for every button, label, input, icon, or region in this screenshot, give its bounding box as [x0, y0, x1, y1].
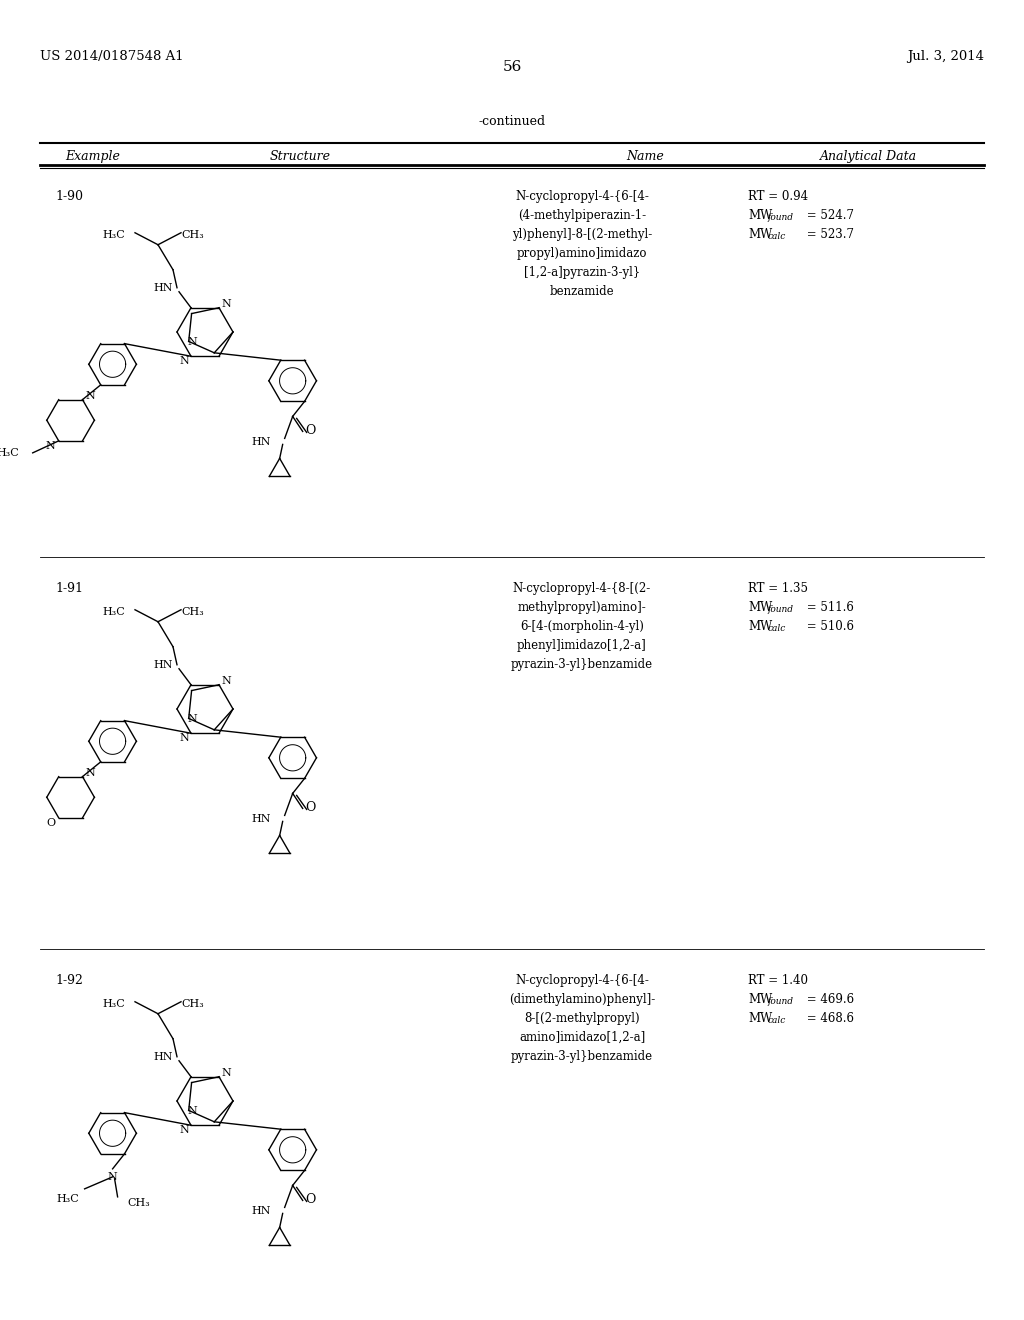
- Text: Jul. 3, 2014: Jul. 3, 2014: [907, 50, 984, 63]
- Text: N: N: [108, 1172, 118, 1181]
- Text: US 2014/0187548 A1: US 2014/0187548 A1: [40, 50, 183, 63]
- Text: HN: HN: [154, 282, 173, 293]
- Text: methylpropyl)amino]-: methylpropyl)amino]-: [517, 601, 646, 614]
- Text: propyl)amino]imidazo: propyl)amino]imidazo: [517, 247, 647, 260]
- Text: found: found: [768, 605, 794, 614]
- Text: H₃C: H₃C: [102, 230, 125, 240]
- Text: O: O: [46, 818, 55, 828]
- Text: N: N: [46, 441, 55, 451]
- Text: N: N: [221, 1068, 230, 1077]
- Text: HN: HN: [251, 1206, 270, 1217]
- Text: Example: Example: [65, 150, 120, 162]
- Text: Structure: Structure: [269, 150, 331, 162]
- Text: O: O: [305, 801, 315, 814]
- Text: amino]imidazo[1,2-a]: amino]imidazo[1,2-a]: [519, 1031, 645, 1044]
- Text: pyrazin-3-yl}benzamide: pyrazin-3-yl}benzamide: [511, 1049, 653, 1063]
- Text: N-cyclopropyl-4-{8-[(2-: N-cyclopropyl-4-{8-[(2-: [513, 582, 651, 595]
- Text: N: N: [187, 1106, 198, 1117]
- Text: N: N: [86, 391, 95, 401]
- Text: pyrazin-3-yl}benzamide: pyrazin-3-yl}benzamide: [511, 657, 653, 671]
- Text: calc: calc: [768, 232, 786, 242]
- Text: N: N: [221, 676, 230, 686]
- Text: 1-91: 1-91: [55, 582, 83, 595]
- Text: (4-methylpiperazin-1-: (4-methylpiperazin-1-: [518, 209, 646, 222]
- Text: H₃C: H₃C: [102, 999, 125, 1008]
- Text: 56: 56: [503, 59, 521, 74]
- Text: CH₃: CH₃: [128, 1197, 151, 1208]
- Text: benzamide: benzamide: [550, 285, 614, 298]
- Text: RT = 1.35: RT = 1.35: [748, 582, 808, 595]
- Text: CH₃: CH₃: [181, 230, 204, 240]
- Text: H₃C: H₃C: [102, 607, 125, 616]
- Text: 1-90: 1-90: [55, 190, 83, 203]
- Text: 8-[(2-methylpropyl): 8-[(2-methylpropyl): [524, 1012, 640, 1026]
- Text: N-cyclopropyl-4-{6-[4-: N-cyclopropyl-4-{6-[4-: [515, 190, 649, 203]
- Text: found: found: [768, 997, 794, 1006]
- Text: 1-92: 1-92: [55, 974, 83, 987]
- Text: [1,2-a]pyrazin-3-yl}: [1,2-a]pyrazin-3-yl}: [524, 267, 640, 279]
- Text: N: N: [179, 1125, 188, 1135]
- Text: calc: calc: [768, 624, 786, 634]
- Text: MW: MW: [748, 993, 772, 1006]
- Text: H₃C: H₃C: [57, 1193, 80, 1204]
- Text: = 510.6: = 510.6: [803, 620, 854, 634]
- Text: MW: MW: [748, 209, 772, 222]
- Text: CH₃: CH₃: [181, 999, 204, 1008]
- Text: found: found: [768, 213, 794, 222]
- Text: N: N: [221, 298, 230, 309]
- Text: calc: calc: [768, 1016, 786, 1026]
- Text: = 469.6: = 469.6: [803, 993, 854, 1006]
- Text: MW: MW: [748, 620, 772, 634]
- Text: H₃C: H₃C: [0, 447, 18, 458]
- Text: Analytical Data: Analytical Data: [820, 150, 918, 162]
- Text: RT = 1.40: RT = 1.40: [748, 974, 808, 987]
- Text: (dimethylamino)phenyl]-: (dimethylamino)phenyl]-: [509, 993, 655, 1006]
- Text: HN: HN: [251, 437, 270, 447]
- Text: HN: HN: [154, 660, 173, 669]
- Text: MW: MW: [748, 601, 772, 614]
- Text: MW: MW: [748, 228, 772, 242]
- Text: = 468.6: = 468.6: [803, 1012, 854, 1026]
- Text: = 523.7: = 523.7: [803, 228, 854, 242]
- Text: yl)phenyl]-8-[(2-methyl-: yl)phenyl]-8-[(2-methyl-: [512, 228, 652, 242]
- Text: RT = 0.94: RT = 0.94: [748, 190, 808, 203]
- Text: N: N: [187, 714, 198, 725]
- Text: HN: HN: [251, 814, 270, 825]
- Text: MW: MW: [748, 1012, 772, 1026]
- Text: O: O: [305, 1193, 315, 1206]
- Text: phenyl]imidazo[1,2-a]: phenyl]imidazo[1,2-a]: [517, 639, 647, 652]
- Text: = 524.7: = 524.7: [803, 209, 854, 222]
- Text: N: N: [179, 356, 188, 366]
- Text: -continued: -continued: [478, 115, 546, 128]
- Text: = 511.6: = 511.6: [803, 601, 854, 614]
- Text: HN: HN: [154, 1052, 173, 1061]
- Text: N: N: [86, 768, 95, 777]
- Text: Name: Name: [626, 150, 664, 162]
- Text: CH₃: CH₃: [181, 607, 204, 616]
- Text: N-cyclopropyl-4-{6-[4-: N-cyclopropyl-4-{6-[4-: [515, 974, 649, 987]
- Text: N: N: [179, 733, 188, 743]
- Text: N: N: [187, 338, 198, 347]
- Text: O: O: [305, 424, 315, 437]
- Text: 6-[4-(morpholin-4-yl): 6-[4-(morpholin-4-yl): [520, 620, 644, 634]
